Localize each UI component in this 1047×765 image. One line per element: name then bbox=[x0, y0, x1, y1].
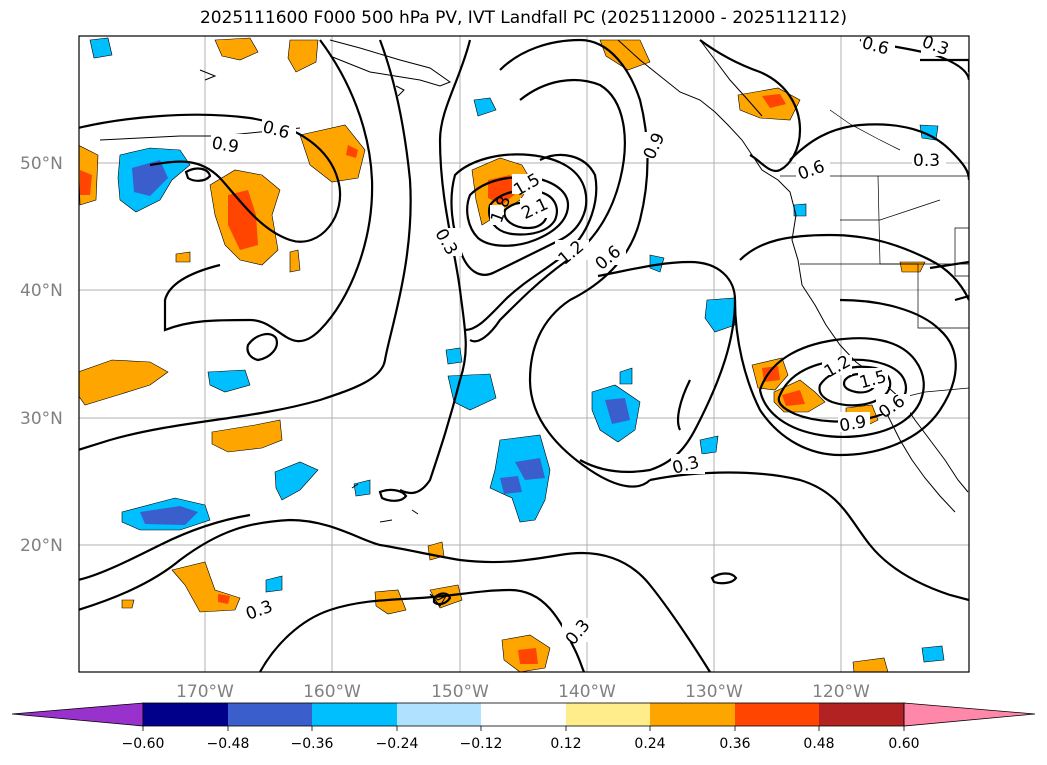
colorbar-tick-label: 0.12 bbox=[550, 736, 581, 752]
colorbar-segment bbox=[228, 703, 312, 726]
colorbar-extend-low bbox=[11, 702, 144, 727]
lon-label: 140°W bbox=[558, 682, 616, 702]
colorbar-tick-label: −0.24 bbox=[376, 736, 419, 752]
lon-label: 170°W bbox=[176, 682, 234, 702]
contour-label: 0.3 bbox=[913, 151, 940, 171]
colorbar-segment bbox=[566, 703, 650, 726]
lon-label: 130°W bbox=[685, 682, 743, 702]
contour-label: 0.6 bbox=[860, 33, 891, 59]
colorbar-tick-label: 0.60 bbox=[888, 736, 919, 752]
colorbar-segment bbox=[312, 703, 397, 726]
colorbar-segment bbox=[650, 703, 735, 726]
latitude-labels: 50°N 40°N 30°N 20°N bbox=[20, 154, 63, 556]
longitude-labels: 170°W 160°W 150°W 140°W 130°W 120°W bbox=[176, 682, 870, 702]
colorbar-tick-label: −0.60 bbox=[122, 736, 165, 752]
lon-label: 120°W bbox=[812, 682, 870, 702]
contour-label: 0.9 bbox=[838, 412, 868, 436]
colorbar-tick-label: −0.48 bbox=[207, 736, 250, 752]
map-frame bbox=[78, 35, 970, 673]
lat-label: 20°N bbox=[20, 536, 63, 556]
map-panel bbox=[79, 36, 969, 672]
graticule bbox=[79, 36, 969, 672]
contour-labels: 0.6 0.3 0.9 0.6 0.3 0.6 0.3 1.5 2.1 1.8 … bbox=[210, 33, 955, 649]
colorbar-segment bbox=[143, 703, 228, 726]
colorbar-tick-label: 0.48 bbox=[803, 736, 834, 752]
colorbar-segment bbox=[397, 703, 481, 726]
political-borders bbox=[780, 109, 969, 399]
colorbar: −0.60 −0.48 −0.36 −0.24 −0.12 0.12 0.24 … bbox=[11, 702, 1036, 752]
colorbar-segment bbox=[819, 703, 904, 726]
lat-label: 30°N bbox=[20, 409, 63, 429]
lon-label: 150°W bbox=[431, 682, 489, 702]
lat-label: 40°N bbox=[20, 281, 63, 301]
colorbar-tick-label: −0.12 bbox=[460, 736, 503, 752]
colorbar-tick-label: 0.36 bbox=[719, 736, 750, 752]
lon-label: 160°W bbox=[303, 682, 361, 702]
lat-label: 50°N bbox=[20, 154, 63, 174]
contour-label: 0.9 bbox=[210, 133, 240, 157]
colorbar-extend-high bbox=[903, 702, 1036, 727]
pv-shading bbox=[79, 37, 945, 672]
colorbar-segment bbox=[735, 703, 819, 726]
colorbar-segment bbox=[481, 703, 566, 726]
colorbar-tick-label: −0.36 bbox=[291, 736, 334, 752]
map-title: 2025111600 F000 500 hPa PV, IVT Landfall… bbox=[199, 8, 847, 28]
colorbar-tick-label: 0.24 bbox=[634, 736, 665, 752]
